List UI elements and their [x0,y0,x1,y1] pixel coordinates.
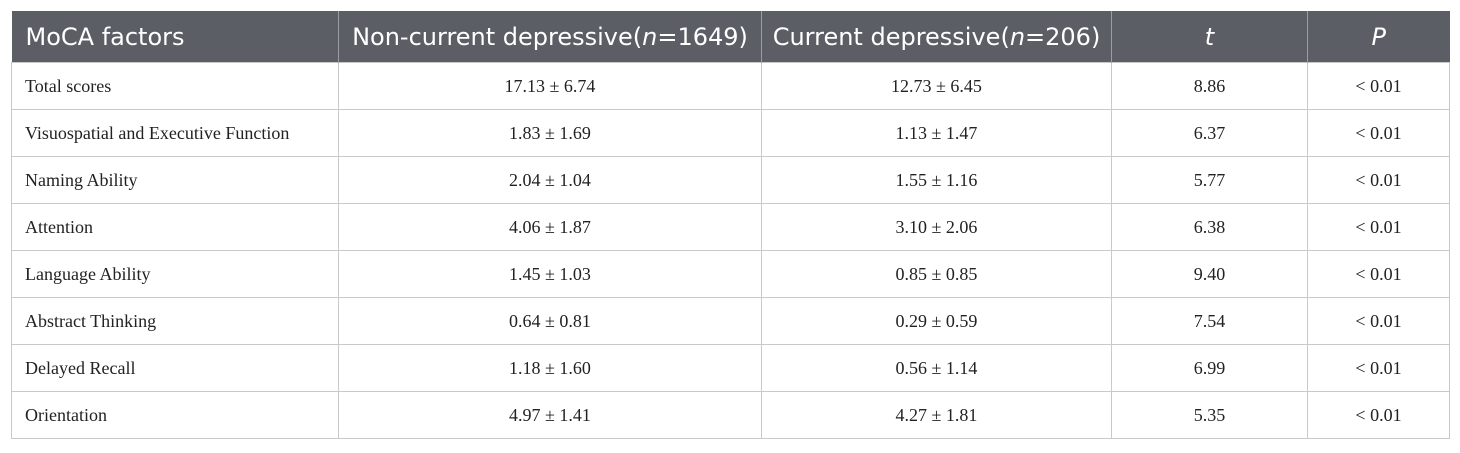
cell-noncurrent: 17.13 ± 6.74 [338,62,762,110]
cell-noncurrent: 1.83 ± 1.69 [338,109,762,157]
cell-t: 6.37 [1111,109,1308,157]
cell-p: < 0.01 [1307,297,1450,345]
table-row: Abstract Thinking 0.64 ± 0.81 0.29 ± 0.59 7… [11,297,1450,345]
header-noncurrent-depressive: Non-current depressive(n=1649) [338,11,762,63]
cell-noncurrent: 1.18 ± 1.60 [338,344,762,392]
cell-factor: Language Ability [11,250,339,298]
cell-t: 8.86 [1111,62,1308,110]
table-row: Language Ability 1.45 ± 1.03 0.85 ± 0.85 9.… [11,250,1450,298]
table-row: Attention 4.06 ± 1.87 3.10 ± 2.06 6.38 < 0.0… [11,203,1450,251]
header-current-n: n [1009,22,1026,51]
header-current-depressive: Current depressive(n=206) [761,11,1112,63]
header-row: MoCA factors Non-current depressive(n=16… [11,11,1450,63]
cell-current: 1.55 ± 1.16 [761,156,1112,204]
cell-p: < 0.01 [1307,203,1450,251]
cell-p: < 0.01 [1307,62,1450,110]
table-row: Delayed Recall 1.18 ± 1.60 0.56 ± 1.14 6.99… [11,344,1450,392]
cell-current: 12.73 ± 6.45 [761,62,1112,110]
cell-current: 4.27 ± 1.81 [761,391,1112,439]
table-row: Total scores 17.13 ± 6.74 12.73 ± 6.45 8.86… [11,62,1450,110]
moca-table-container: MoCA factors Non-current depressive(n=16… [11,11,1450,439]
cell-current: 0.56 ± 1.14 [761,344,1112,392]
header-noncurrent-prefix: Non-current depressive( [352,22,643,51]
cell-current: 0.85 ± 0.85 [761,250,1112,298]
cell-t: 6.38 [1111,203,1308,251]
header-noncurrent-n: n [642,22,658,51]
cell-t: 5.35 [1111,391,1308,439]
header-t-label: t [1204,22,1215,51]
header-moca-factors: MoCA factors [11,11,339,63]
cell-factor: Orientation [11,391,339,439]
cell-noncurrent: 4.06 ± 1.87 [338,203,762,251]
table-row: Visuospatial and Executive Function 1.83 … [11,109,1450,157]
table-row: Orientation 4.97 ± 1.41 4.27 ± 1.81 5.35 < 0… [11,391,1450,439]
cell-current: 0.29 ± 0.59 [761,297,1112,345]
header-p: P [1307,11,1450,63]
header-t: t [1111,11,1308,63]
cell-p: < 0.01 [1307,344,1450,392]
header-current-suffix: =206) [1025,22,1101,51]
cell-p: < 0.01 [1307,250,1450,298]
cell-t: 5.77 [1111,156,1308,204]
cell-t: 6.99 [1111,344,1308,392]
cell-noncurrent: 2.04 ± 1.04 [338,156,762,204]
cell-noncurrent: 0.64 ± 0.81 [338,297,762,345]
cell-factor: Total scores [11,62,339,110]
cell-factor: Delayed Recall [11,344,339,392]
cell-factor: Naming Ability [11,156,339,204]
table-body: Total scores 17.13 ± 6.74 12.73 ± 6.45 8.86… [11,62,1450,439]
header-current-prefix: Current depressive( [772,22,1010,51]
cell-current: 1.13 ± 1.47 [761,109,1112,157]
moca-factors-table: MoCA factors Non-current depressive(n=16… [11,11,1450,439]
cell-t: 7.54 [1111,297,1308,345]
cell-p: < 0.01 [1307,109,1450,157]
cell-t: 9.40 [1111,250,1308,298]
table-row: Naming Ability 2.04 ± 1.04 1.55 ± 1.16 5.77… [11,156,1450,204]
header-p-label: P [1371,22,1386,51]
cell-p: < 0.01 [1307,156,1450,204]
cell-factor: Visuospatial and Executive Function [11,109,339,157]
cell-current: 3.10 ± 2.06 [761,203,1112,251]
cell-noncurrent: 4.97 ± 1.41 [338,391,762,439]
table-header: MoCA factors Non-current depressive(n=16… [11,11,1450,63]
cell-factor: Attention [11,203,339,251]
cell-noncurrent: 1.45 ± 1.03 [338,250,762,298]
header-noncurrent-suffix: =1649) [657,22,748,51]
cell-p: < 0.01 [1307,391,1450,439]
cell-factor: Abstract Thinking [11,297,339,345]
